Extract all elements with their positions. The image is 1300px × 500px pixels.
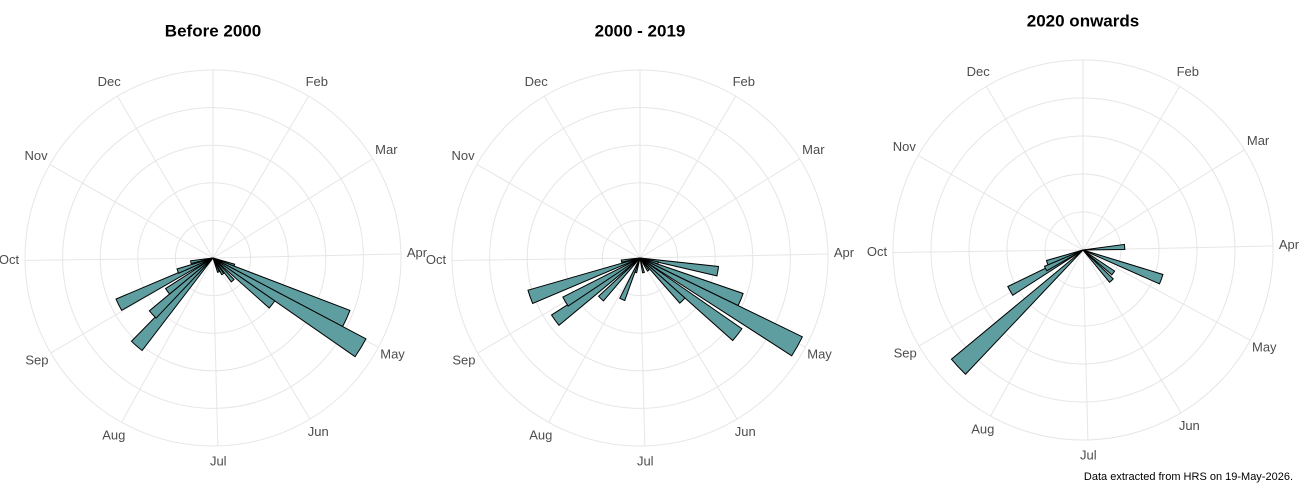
grid-spoke — [639, 257, 738, 420]
x-tick-label: Jun — [308, 424, 329, 439]
bar — [1082, 249, 1114, 283]
grid-spoke — [476, 164, 641, 259]
bar — [1043, 249, 1084, 272]
grid-spoke — [639, 158, 801, 259]
x-tick-label: Nov — [24, 148, 48, 163]
bar — [619, 257, 641, 302]
chart-title: Before 2000 — [165, 21, 261, 40]
x-tick-label: Mar — [375, 142, 398, 157]
grid-spoke — [985, 86, 1084, 251]
x-tick-label: May — [1252, 339, 1277, 354]
bar — [639, 257, 686, 304]
x-tick-label: Jul — [1080, 447, 1097, 462]
bar — [562, 257, 641, 307]
grid-spoke — [990, 249, 1084, 417]
caption: Data extracted from HRS on 19-May-2026. — [1084, 471, 1293, 483]
x-tick-label: May — [380, 346, 405, 361]
grid-spoke — [1082, 86, 1181, 251]
grid-spoke — [639, 257, 646, 446]
x-tick-label: Aug — [971, 421, 994, 436]
bar — [1082, 249, 1116, 276]
x-tick-label: Apr — [407, 245, 428, 260]
x-tick-label: Mar — [1247, 133, 1270, 148]
grid-spoke — [452, 257, 641, 261]
x-tick-label: Oct — [0, 252, 20, 267]
x-tick-label: Jul — [637, 453, 654, 468]
x-tick-label: Nov — [893, 139, 917, 154]
grid-spoke — [639, 253, 828, 259]
grid-spoke — [1082, 249, 1251, 341]
bar — [212, 257, 235, 283]
x-tick-label: Dec — [98, 74, 122, 89]
bar — [148, 257, 214, 319]
bar — [620, 257, 641, 263]
x-tick-label: Dec — [525, 74, 549, 89]
bar — [1082, 249, 1164, 285]
bar — [639, 257, 650, 272]
bar — [527, 257, 641, 305]
grid-spoke — [212, 253, 401, 259]
x-tick-label: Apr — [834, 245, 855, 260]
chart-title: 2000 - 2019 — [595, 21, 686, 40]
chart-title: 2020 onwards — [1027, 11, 1139, 30]
x-tick-label: Aug — [102, 428, 125, 443]
x-tick-label: Dec — [967, 64, 991, 79]
bar — [212, 257, 276, 309]
bar — [639, 257, 743, 342]
bar — [212, 257, 220, 273]
grid-spoke — [639, 95, 737, 259]
bar — [164, 257, 214, 295]
bar — [130, 257, 214, 352]
grid-spoke — [212, 257, 311, 420]
x-tick-label: Mar — [802, 142, 825, 157]
x-tick-label: Jul — [210, 453, 227, 468]
grid-spoke — [212, 257, 219, 446]
bar — [176, 257, 214, 274]
bar — [550, 257, 641, 326]
x-tick-label: Feb — [1177, 64, 1199, 79]
grid-spoke — [1082, 249, 1182, 414]
grid-spoke — [543, 95, 641, 259]
x-tick-label: Feb — [733, 74, 755, 89]
x-tick-label: Oct — [867, 244, 888, 259]
x-tick-label: Sep — [25, 352, 48, 367]
grid-spoke — [893, 249, 1084, 253]
grid-spoke — [212, 95, 310, 259]
bar — [1045, 249, 1084, 266]
x-tick-label: Jun — [735, 424, 756, 439]
bar — [115, 257, 214, 312]
bar — [190, 257, 214, 265]
x-tick-label: Sep — [452, 352, 475, 367]
grid-spoke — [116, 95, 214, 259]
bar — [639, 257, 720, 277]
bar — [950, 249, 1084, 375]
x-tick-label: Nov — [451, 148, 475, 163]
grid-spoke — [121, 257, 214, 423]
grid-spoke — [25, 257, 214, 261]
x-tick-label: Jun — [1179, 418, 1200, 433]
grid-spoke — [1082, 149, 1245, 251]
bar — [639, 257, 645, 274]
bar — [212, 257, 225, 276]
x-tick-label: Oct — [426, 252, 447, 267]
x-tick-label: Apr — [1279, 237, 1300, 252]
x-tick-label: Sep — [894, 345, 917, 360]
grid-spoke — [548, 257, 641, 423]
x-tick-label: May — [807, 346, 832, 361]
grid-spoke — [212, 158, 374, 259]
bar — [212, 257, 367, 358]
bar — [639, 257, 804, 357]
bar — [1082, 243, 1126, 251]
grid-spoke — [1082, 249, 1089, 440]
bar — [597, 257, 641, 302]
grid-spoke — [49, 164, 214, 259]
grid-spoke — [917, 155, 1084, 251]
x-tick-label: Feb — [306, 74, 328, 89]
x-tick-label: Aug — [529, 428, 552, 443]
